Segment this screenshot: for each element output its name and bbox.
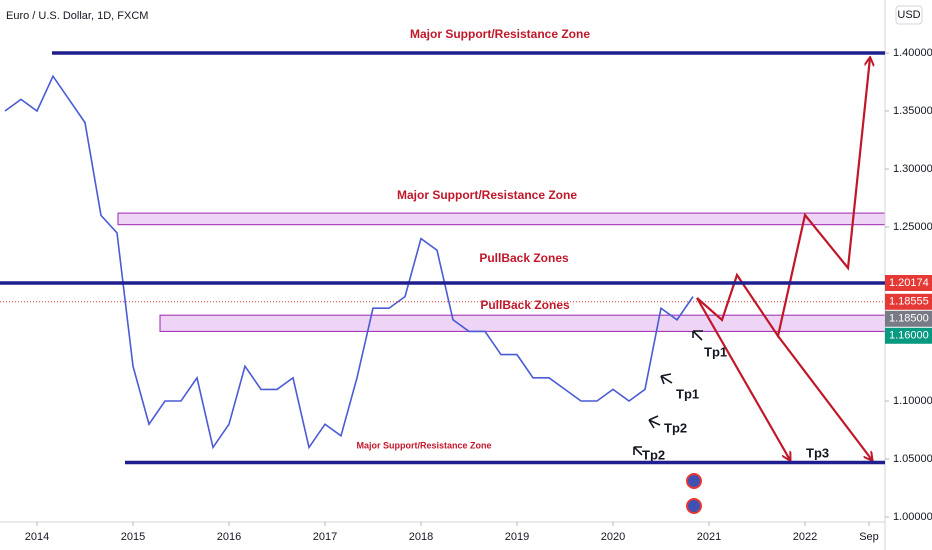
currency: USD	[897, 9, 920, 21]
tp-arrow	[692, 330, 703, 341]
y-tick-label: 1.00000	[893, 511, 932, 523]
x-tick-label: 2018	[409, 531, 433, 543]
y-tick-label: 1.25000	[893, 221, 932, 233]
price-label-box	[885, 327, 932, 344]
plot-layer	[0, 74, 886, 450]
price-label-box	[885, 274, 932, 291]
x-tick-label: Sep	[859, 531, 879, 543]
price-label-box	[885, 310, 932, 327]
projection-arrow	[696, 58, 870, 339]
y-tick-label: 1.10000	[893, 395, 932, 407]
annotation: Major Support/Resistance Zone	[397, 188, 577, 202]
chart-title: Euro / U.S. Dollar, 1D, FXCM	[6, 10, 148, 22]
x-tick-label: 2017	[313, 531, 337, 543]
x-tick-label: 2019	[505, 531, 529, 543]
annotation: PullBack Zones	[479, 251, 569, 265]
price-label-box	[885, 293, 932, 310]
annotation: Tp2	[664, 420, 687, 435]
price-label: 1.16000	[889, 330, 929, 342]
tp-arrow	[648, 415, 661, 429]
annotation: PullBack Zones	[480, 298, 570, 312]
annotation: Tp2	[642, 447, 665, 462]
price-line	[4, 74, 694, 450]
annotation: Major Support/Resistance Zone	[410, 27, 590, 41]
x-tick-label: 2022	[793, 531, 817, 543]
y-tick-label: 1.35000	[893, 105, 932, 117]
projection-arrow	[696, 297, 790, 460]
annotation: Major Support/Resistance Zone	[356, 440, 491, 450]
x-tick-label: 2014	[25, 531, 49, 543]
x-tick-label: 2021	[697, 531, 721, 543]
zone	[159, 314, 886, 332]
x-tick-label: 2016	[217, 531, 241, 543]
event-icon[interactable]	[686, 498, 702, 514]
projection-arrow	[777, 335, 872, 460]
y-tick-label: 1.30000	[893, 163, 932, 175]
annotation: Tp1	[704, 344, 727, 359]
price-label: 1.20174	[889, 277, 929, 289]
tp-arrow	[660, 373, 673, 385]
price-label: 1.18555	[889, 296, 929, 308]
price-label: 1.18500	[889, 313, 929, 325]
annotation: Tp1	[676, 386, 699, 401]
tp-arrow	[633, 446, 643, 456]
zone	[117, 212, 886, 226]
event-icon[interactable]	[686, 473, 702, 489]
currency-box	[895, 5, 923, 25]
x-tick-label: 2020	[601, 531, 625, 543]
x-tick-label: 2015	[121, 531, 145, 543]
y-tick-label: 1.05000	[893, 453, 932, 465]
annotation: Tp3	[806, 445, 829, 460]
y-tick-label: 1.40000	[893, 47, 932, 59]
